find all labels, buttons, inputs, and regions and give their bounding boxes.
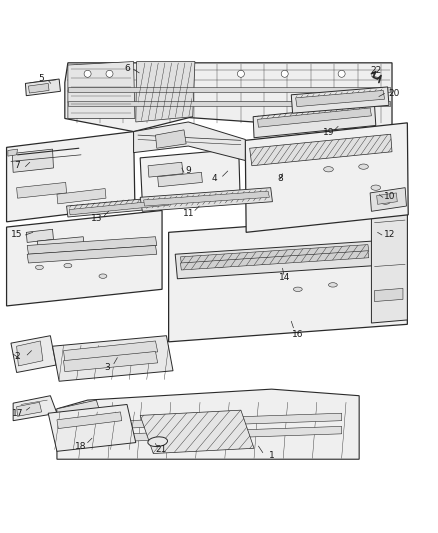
Polygon shape (180, 251, 369, 270)
Polygon shape (377, 193, 397, 204)
Text: 11: 11 (183, 208, 194, 217)
Text: 8: 8 (277, 174, 283, 183)
Text: 15: 15 (11, 230, 22, 239)
Polygon shape (68, 87, 390, 92)
Polygon shape (67, 197, 172, 217)
Circle shape (84, 70, 91, 77)
Ellipse shape (328, 282, 337, 287)
Text: 6: 6 (124, 64, 130, 74)
Text: 14: 14 (279, 273, 290, 282)
Polygon shape (88, 426, 342, 442)
Ellipse shape (148, 437, 167, 447)
Text: 12: 12 (384, 230, 396, 239)
Polygon shape (144, 191, 269, 206)
Polygon shape (88, 413, 342, 430)
Circle shape (281, 70, 288, 77)
Polygon shape (258, 108, 371, 127)
Circle shape (338, 70, 345, 77)
Polygon shape (253, 104, 376, 138)
Ellipse shape (371, 185, 381, 190)
Ellipse shape (381, 199, 390, 204)
Polygon shape (370, 188, 406, 211)
Polygon shape (134, 122, 245, 160)
Polygon shape (12, 149, 53, 172)
Polygon shape (140, 149, 240, 203)
Ellipse shape (35, 265, 43, 270)
Polygon shape (57, 400, 105, 435)
Polygon shape (148, 162, 183, 177)
Text: 5: 5 (39, 74, 45, 83)
Text: 19: 19 (323, 128, 334, 138)
Circle shape (237, 70, 244, 77)
Ellipse shape (215, 263, 223, 268)
Polygon shape (158, 172, 202, 187)
Polygon shape (28, 84, 49, 93)
Text: 7: 7 (14, 161, 20, 170)
Ellipse shape (99, 274, 107, 278)
Polygon shape (17, 402, 42, 416)
Polygon shape (180, 245, 369, 263)
Polygon shape (7, 211, 162, 306)
Polygon shape (374, 288, 403, 302)
Polygon shape (7, 132, 135, 222)
Polygon shape (57, 189, 106, 204)
Ellipse shape (258, 260, 267, 264)
Polygon shape (169, 215, 407, 342)
Polygon shape (291, 87, 389, 113)
Polygon shape (136, 61, 195, 122)
Text: 1: 1 (268, 451, 275, 460)
Text: 16: 16 (292, 330, 304, 339)
Polygon shape (37, 237, 84, 250)
Ellipse shape (359, 164, 368, 169)
Polygon shape (65, 63, 392, 132)
Text: 17: 17 (12, 409, 23, 418)
Text: 18: 18 (75, 441, 87, 450)
Polygon shape (245, 123, 408, 232)
Polygon shape (250, 134, 392, 166)
Polygon shape (64, 351, 158, 372)
Text: 22: 22 (370, 66, 381, 75)
Text: 20: 20 (389, 89, 400, 98)
Ellipse shape (293, 287, 302, 292)
Polygon shape (17, 341, 43, 366)
Text: 4: 4 (212, 174, 217, 183)
Ellipse shape (324, 167, 333, 172)
Text: 13: 13 (91, 214, 102, 223)
Text: 21: 21 (155, 445, 167, 454)
Polygon shape (25, 79, 60, 96)
Polygon shape (8, 149, 18, 156)
Circle shape (106, 70, 113, 77)
Ellipse shape (64, 263, 72, 268)
Polygon shape (13, 395, 57, 421)
Polygon shape (155, 130, 186, 148)
Text: 10: 10 (384, 192, 396, 201)
Polygon shape (27, 246, 157, 263)
Polygon shape (371, 213, 407, 323)
Polygon shape (68, 101, 390, 106)
Polygon shape (64, 341, 158, 361)
Text: 3: 3 (104, 363, 110, 372)
Polygon shape (17, 182, 67, 198)
Polygon shape (140, 188, 272, 211)
Text: 9: 9 (185, 166, 191, 175)
Polygon shape (175, 241, 374, 279)
Polygon shape (48, 405, 136, 451)
Polygon shape (26, 229, 53, 243)
Polygon shape (57, 389, 359, 459)
Polygon shape (296, 91, 385, 107)
Polygon shape (69, 200, 169, 215)
Polygon shape (53, 336, 173, 381)
Polygon shape (11, 336, 56, 373)
Polygon shape (27, 237, 157, 254)
Text: 2: 2 (15, 352, 20, 361)
Polygon shape (57, 412, 122, 429)
Polygon shape (68, 61, 135, 118)
Polygon shape (140, 410, 254, 454)
